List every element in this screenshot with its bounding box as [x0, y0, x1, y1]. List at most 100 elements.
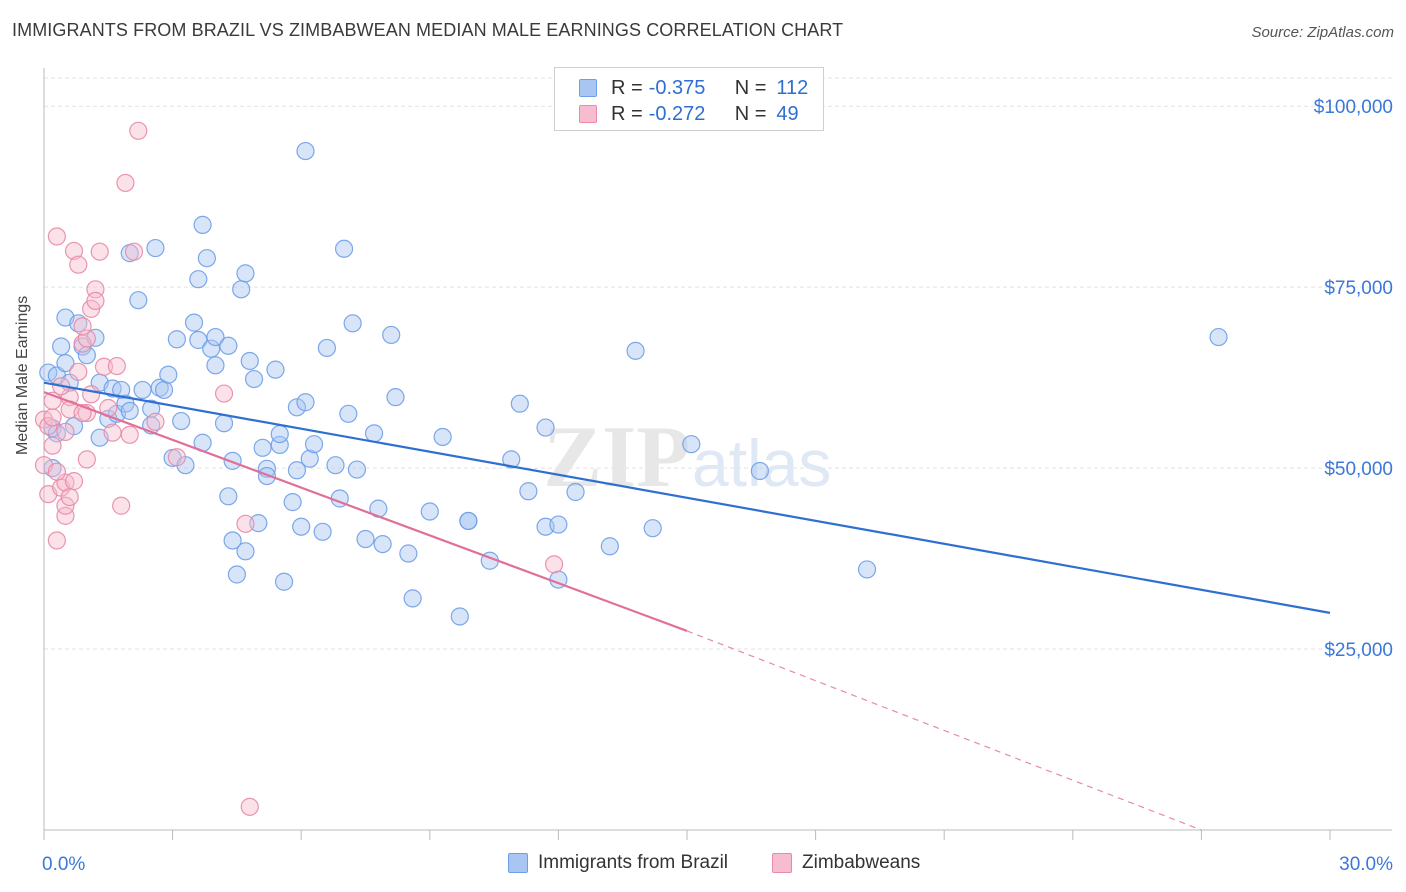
point-brazil	[112, 380, 131, 400]
data-points	[34, 121, 1228, 816]
point-brazil	[373, 534, 392, 554]
point-brazil	[56, 354, 75, 373]
point-brazil	[172, 411, 191, 431]
legend-n-value: 112	[776, 76, 809, 99]
point-brazil	[240, 351, 259, 371]
point-brazil	[386, 388, 405, 407]
point-zimbabwe	[545, 555, 564, 574]
point-brazil	[206, 327, 225, 347]
point-brazil	[1209, 327, 1228, 347]
point-brazil	[189, 330, 208, 350]
point-brazil	[536, 418, 555, 437]
point-zimbabwe	[129, 121, 148, 140]
point-zimbabwe	[47, 227, 66, 246]
point-brazil	[249, 514, 268, 533]
point-brazil	[146, 238, 165, 258]
point-brazil	[339, 404, 358, 423]
point-brazil	[223, 451, 242, 470]
point-zimbabwe	[120, 425, 139, 444]
legend-r-label: R =	[611, 76, 643, 99]
point-brazil	[154, 380, 174, 400]
point-brazil	[510, 394, 529, 413]
point-brazil	[317, 338, 337, 358]
point-zimbabwe	[240, 797, 259, 816]
point-brazil	[519, 482, 538, 501]
point-brazil	[270, 424, 289, 444]
point-zimbabwe	[47, 531, 66, 550]
point-brazil	[266, 360, 285, 379]
legend-swatch-brazil	[579, 79, 597, 97]
point-zimbabwe	[39, 417, 58, 436]
point-brazil	[403, 589, 422, 608]
point-brazil	[300, 449, 319, 468]
point-brazil	[214, 414, 234, 433]
stats-legend: R = -0.375 N = 112 R = -0.272 N = 49	[554, 67, 824, 131]
point-zimbabwe	[116, 173, 135, 193]
point-zimbabwe	[47, 462, 66, 481]
point-zimbabwe	[60, 487, 79, 507]
point-brazil	[244, 369, 264, 389]
point-zimbabwe	[77, 450, 96, 469]
point-brazil	[600, 537, 619, 556]
legend-r-value: -0.375	[648, 76, 706, 99]
legend-r-label: R =	[611, 102, 643, 125]
legend-swatch-brazil	[508, 853, 528, 873]
series-legend: Immigrants from Brazil Zimbabweans	[0, 852, 1406, 878]
point-brazil	[343, 314, 362, 333]
point-zimbabwe	[167, 448, 186, 467]
point-zimbabwe	[43, 436, 62, 455]
trend-line-brazil	[43, 381, 1331, 614]
point-brazil	[287, 461, 307, 480]
point-zimbabwe	[64, 241, 84, 261]
x-tick-label-max: 30.0%	[1339, 854, 1393, 875]
point-brazil	[52, 337, 71, 356]
point-brazil	[364, 424, 384, 443]
point-brazil	[227, 565, 246, 584]
point-brazil	[626, 341, 645, 360]
point-zimbabwe	[107, 356, 126, 376]
point-brazil	[433, 427, 452, 447]
point-zimbabwe	[103, 423, 122, 442]
y-tick-label: $50,000	[1324, 459, 1393, 480]
point-zimbabwe	[94, 357, 114, 376]
point-brazil	[857, 560, 877, 579]
point-zimbabwe	[124, 242, 144, 261]
legend-r-value: -0.272	[648, 102, 706, 125]
point-brazil	[459, 511, 478, 531]
point-brazil	[189, 270, 208, 289]
y-tick-label: $100,000	[1314, 97, 1393, 118]
point-brazil	[334, 239, 354, 258]
point-brazil	[450, 607, 469, 626]
point-zimbabwe	[64, 472, 84, 491]
legend-item-zimbabwe[interactable]: Zimbabweans	[772, 852, 920, 874]
chart-title: IMMIGRANTS FROM BRAZIL VS ZIMBABWEAN MED…	[12, 20, 844, 40]
point-zimbabwe	[43, 408, 62, 427]
point-zimbabwe	[86, 291, 105, 310]
point-brazil	[283, 493, 302, 512]
point-brazil	[253, 438, 272, 457]
point-zimbabwe	[56, 422, 75, 442]
point-brazil	[120, 401, 139, 421]
point-brazil	[223, 531, 242, 550]
point-brazil	[296, 141, 315, 161]
point-brazil	[129, 291, 148, 310]
point-zimbabwe	[90, 242, 109, 261]
point-brazil	[206, 356, 225, 375]
point-brazil	[167, 330, 186, 349]
point-brazil	[420, 502, 439, 521]
y-tick-label: $75,000	[1324, 278, 1393, 299]
point-brazil	[274, 572, 294, 591]
point-brazil	[184, 313, 204, 332]
point-brazil	[313, 522, 332, 541]
watermark: ZIP atlas	[543, 409, 831, 506]
point-zimbabwe	[82, 385, 101, 404]
point-brazil	[356, 529, 375, 549]
point-brazil	[219, 336, 238, 355]
legend-n-label: N =	[734, 102, 767, 125]
legend-item-brazil[interactable]: Immigrants from Brazil	[508, 852, 728, 874]
source-label: Source: ZipAtlas.com	[1251, 24, 1394, 41]
point-brazil	[682, 435, 701, 454]
legend-swatch-zimbabwe	[579, 105, 597, 123]
point-brazil	[287, 398, 307, 417]
